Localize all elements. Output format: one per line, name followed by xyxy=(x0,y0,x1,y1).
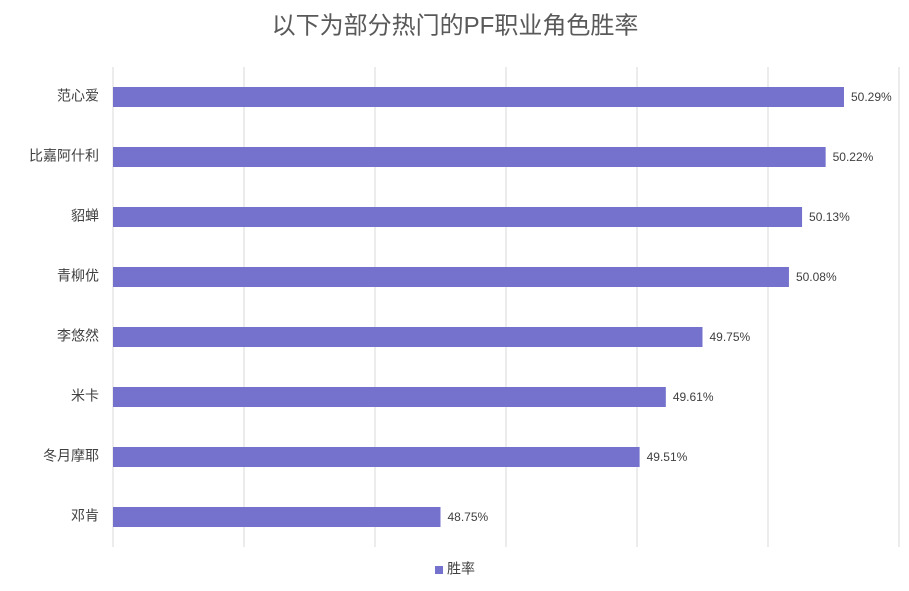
value-label: 48.75% xyxy=(448,510,489,524)
y-tick-label: 米卡 xyxy=(71,388,99,404)
bar xyxy=(113,327,703,347)
bar xyxy=(113,267,789,287)
value-label: 49.51% xyxy=(647,450,688,464)
bar xyxy=(113,387,666,407)
value-label: 50.29% xyxy=(851,90,892,104)
bar xyxy=(113,447,640,467)
bar xyxy=(113,147,826,167)
value-label: 50.13% xyxy=(809,210,850,224)
y-tick-label: 冬月摩耶 xyxy=(43,448,99,464)
legend-label: 胜率 xyxy=(447,561,475,577)
y-tick-label: 貂蝉 xyxy=(71,208,99,224)
bar xyxy=(113,87,844,107)
y-tick-label: 邓肯 xyxy=(71,508,99,524)
value-label: 50.22% xyxy=(833,150,874,164)
y-tick-label: 范心爱 xyxy=(57,88,99,104)
y-tick-label: 李悠然 xyxy=(57,328,99,344)
y-tick-label: 比嘉阿什利 xyxy=(29,148,99,164)
value-label: 50.08% xyxy=(796,270,837,284)
value-label: 49.75% xyxy=(710,330,751,344)
bar xyxy=(113,207,803,227)
y-tick-label: 青柳优 xyxy=(57,268,99,284)
legend-swatch xyxy=(435,566,443,574)
bar xyxy=(113,507,441,527)
chart-title: 以下为部分热门的PF职业角色胜率 xyxy=(272,12,639,39)
value-label: 49.61% xyxy=(673,390,714,404)
